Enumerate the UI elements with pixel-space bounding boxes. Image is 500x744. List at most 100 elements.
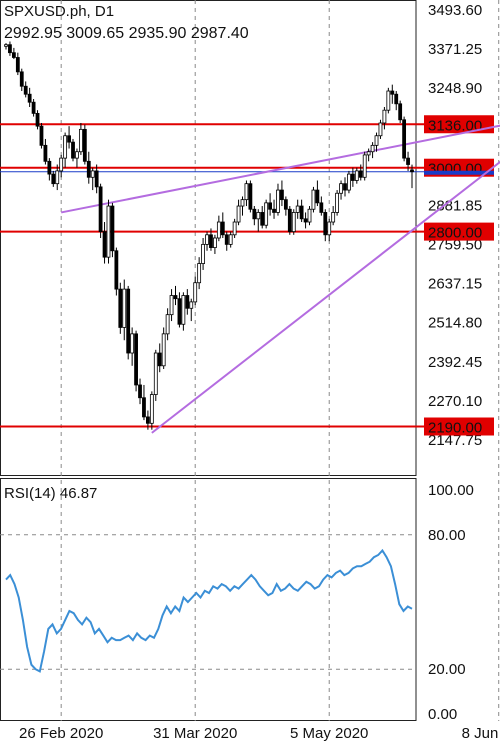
candle-body xyxy=(169,295,174,316)
level-badge xyxy=(424,417,494,436)
candle-body xyxy=(394,93,399,105)
price-y-tick-label: 3248.90 xyxy=(428,80,482,97)
trendline xyxy=(60,124,500,214)
candle-body xyxy=(189,301,194,309)
candle-body xyxy=(252,208,257,220)
candle-body xyxy=(39,125,44,146)
candle-body xyxy=(287,208,292,233)
candle-body xyxy=(307,208,312,223)
price-y-tick-label: 3371.25 xyxy=(428,41,482,58)
candle-body xyxy=(205,234,209,245)
candle-body xyxy=(11,52,16,58)
candle-body xyxy=(118,288,123,328)
candle-body xyxy=(323,212,328,236)
candle-body xyxy=(256,212,261,220)
candle-body xyxy=(43,144,48,162)
candle-body xyxy=(362,154,367,178)
price-y-tick-label: 2392.45 xyxy=(428,354,482,371)
candle-body xyxy=(47,160,52,175)
candle-body xyxy=(311,189,316,210)
candle-body xyxy=(390,90,395,95)
candle-body xyxy=(59,157,64,172)
candle-body xyxy=(406,157,410,165)
rsi-series-line xyxy=(5,548,413,673)
candle-body xyxy=(82,128,87,162)
candle-body xyxy=(370,144,375,153)
candle-body xyxy=(157,352,162,367)
candle-body xyxy=(130,333,135,354)
level-badge xyxy=(424,222,494,241)
candle-body xyxy=(236,205,241,223)
rsi-title-label: RSI(14) 46.87 xyxy=(4,485,97,502)
candle-body xyxy=(63,135,68,159)
level-badge-label: 2190.00 xyxy=(428,420,482,437)
price-y-tick-label: 2514.80 xyxy=(428,315,482,332)
candle-body xyxy=(75,151,79,159)
candle-body xyxy=(280,189,284,201)
candle-body xyxy=(27,93,32,103)
candle-body xyxy=(193,282,198,303)
candle-body xyxy=(366,151,371,156)
candle-body xyxy=(94,170,99,188)
candle-body xyxy=(220,221,225,236)
candle-body xyxy=(134,333,138,386)
current-price-marker xyxy=(424,170,494,175)
candle-body xyxy=(161,333,166,367)
candle-body xyxy=(126,288,131,354)
candle-body xyxy=(106,205,111,258)
candle-body xyxy=(331,212,336,223)
candle-body xyxy=(213,237,217,248)
candle-body xyxy=(244,183,249,201)
x-tick-label: 8 Jun 2020 xyxy=(462,725,500,742)
candle-body xyxy=(260,212,265,226)
candle-body xyxy=(272,208,276,213)
candle-body xyxy=(224,234,229,245)
candle-body xyxy=(283,199,288,210)
x-tick-label: 5 May 2020 xyxy=(290,725,368,742)
ohlc-label: 2992.95 3009.65 2935.90 2987.40 xyxy=(4,25,249,42)
candle-body xyxy=(299,205,304,220)
candle-body xyxy=(55,170,60,185)
candle-body xyxy=(291,212,296,233)
candle-body xyxy=(343,183,347,191)
candle-body xyxy=(173,295,178,300)
price-panel-frame xyxy=(0,0,417,476)
candle-body xyxy=(86,160,91,178)
candle-body xyxy=(165,314,170,335)
candle-body xyxy=(327,221,332,236)
candle-body xyxy=(8,44,12,54)
candle-body xyxy=(15,57,20,73)
rsi-y-tick-label: 0.00 xyxy=(428,706,457,723)
candle-body xyxy=(142,397,146,418)
candle-body xyxy=(386,90,391,111)
candle-body xyxy=(315,189,320,204)
candle-body xyxy=(102,231,107,258)
candle-body xyxy=(350,173,355,181)
level-badge-label: 3000.00 xyxy=(428,161,482,178)
candle-body xyxy=(185,295,190,309)
candle-body xyxy=(216,221,221,239)
candle-body xyxy=(19,71,24,87)
x-tick-label: 26 Feb 2020 xyxy=(19,725,103,742)
candle-body xyxy=(114,250,119,290)
price-y-tick-label: 2270.10 xyxy=(428,393,482,410)
candle-body xyxy=(35,112,40,127)
symbol-timeframe-label: SPXUSD.ph, D1 xyxy=(4,3,114,20)
candle-body xyxy=(122,288,127,328)
candle-body xyxy=(31,101,36,114)
candle-body xyxy=(268,202,272,210)
candle-body xyxy=(303,218,308,223)
candle-body xyxy=(23,85,28,95)
candle-body xyxy=(110,205,115,252)
candle-body xyxy=(410,169,414,173)
x-tick-label: 31 Mar 2020 xyxy=(153,725,237,742)
level-badge-label: 2800.00 xyxy=(428,225,482,242)
price-y-tick-label: 2637.15 xyxy=(428,276,482,293)
candle-body xyxy=(98,186,103,233)
price-y-tick-label: 3493.60 xyxy=(428,2,482,19)
candle-body xyxy=(71,141,75,159)
candle-body xyxy=(90,170,95,178)
candle-body xyxy=(319,202,324,213)
price-y-tick-label: 2147.75 xyxy=(428,432,482,449)
